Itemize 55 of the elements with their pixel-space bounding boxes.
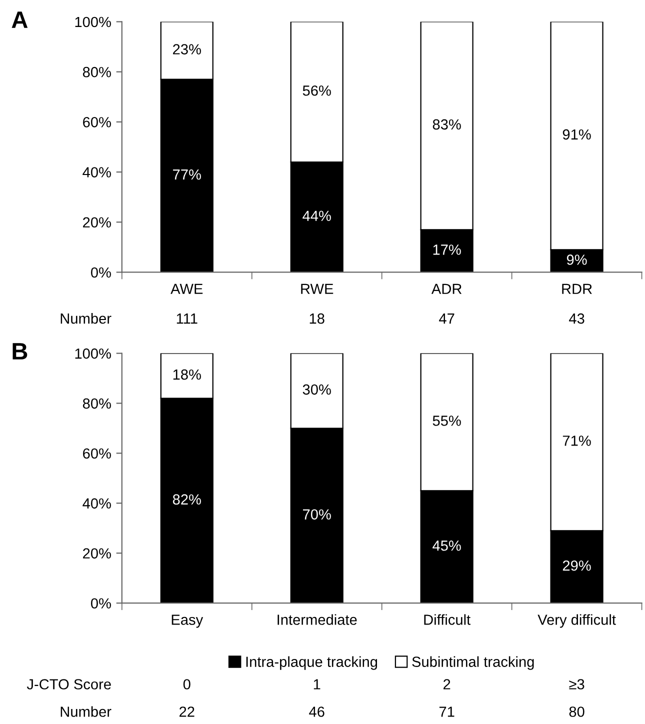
data-label: 9% xyxy=(566,254,587,265)
y-tick-label: 60% xyxy=(83,117,111,128)
data-label: 30% xyxy=(302,384,331,395)
text: 2 xyxy=(444,679,450,690)
chart-title: B xyxy=(12,343,28,360)
data-label: 45% xyxy=(432,540,461,551)
x-tick-label: ADR xyxy=(431,284,462,294)
y-tick-label: 60% xyxy=(83,448,111,459)
data-label: 29% xyxy=(562,560,591,571)
legend-label: Subintimal tracking xyxy=(412,656,534,670)
text: 43 xyxy=(569,313,584,324)
x-tick-label: RWE xyxy=(301,284,334,294)
text: 47 xyxy=(439,314,454,324)
text: 80 xyxy=(569,706,584,717)
y-tick-label: 100% xyxy=(75,348,111,359)
x-tick-label: RDR xyxy=(562,284,592,294)
data-label: 17% xyxy=(433,244,461,255)
text: Number xyxy=(60,706,112,717)
text: J-CTO Score xyxy=(26,679,111,690)
y-tick-label: 80% xyxy=(82,398,111,409)
x-tick-label: Easy xyxy=(172,614,204,628)
data-label: 77% xyxy=(173,169,201,180)
y-tick-label: 0% xyxy=(90,598,111,609)
x-tick-label: Intermediate xyxy=(278,614,357,625)
text: 46 xyxy=(309,706,324,717)
text: 71 xyxy=(439,706,454,717)
x-tick-label: Very difficult xyxy=(538,614,616,628)
data-label: 18% xyxy=(173,369,201,380)
chart-title: A xyxy=(12,12,28,28)
data-label: 71% xyxy=(562,436,591,446)
x-tick-label: AWE xyxy=(170,284,203,294)
y-tick-label: 80% xyxy=(82,66,111,78)
text: ≥3 xyxy=(569,679,584,690)
legend-label: Intra-plaque tracking xyxy=(246,656,378,670)
y-tick-label: 0% xyxy=(90,267,111,278)
data-label: 82% xyxy=(172,494,201,505)
data-label: 56% xyxy=(302,85,331,96)
y-tick-label: 40% xyxy=(82,498,111,509)
data-label: 44% xyxy=(302,210,331,221)
text: Number xyxy=(60,313,112,324)
text: 1 xyxy=(314,679,320,690)
text: 18 xyxy=(310,313,324,324)
text: 0 xyxy=(183,679,190,690)
y-tick-label: 20% xyxy=(83,548,111,559)
data-label: 70% xyxy=(303,509,331,520)
data-label: 83% xyxy=(432,119,461,130)
data-label: 23% xyxy=(173,44,201,54)
text: 111 xyxy=(176,314,198,324)
text: 22 xyxy=(180,706,194,717)
y-tick-label: 20% xyxy=(83,217,111,228)
y-tick-label: 100% xyxy=(75,16,111,28)
data-label: 55% xyxy=(432,416,461,426)
x-tick-label: Difficult xyxy=(424,614,470,625)
y-tick-label: 40% xyxy=(82,167,111,178)
data-label: 91% xyxy=(562,129,591,140)
